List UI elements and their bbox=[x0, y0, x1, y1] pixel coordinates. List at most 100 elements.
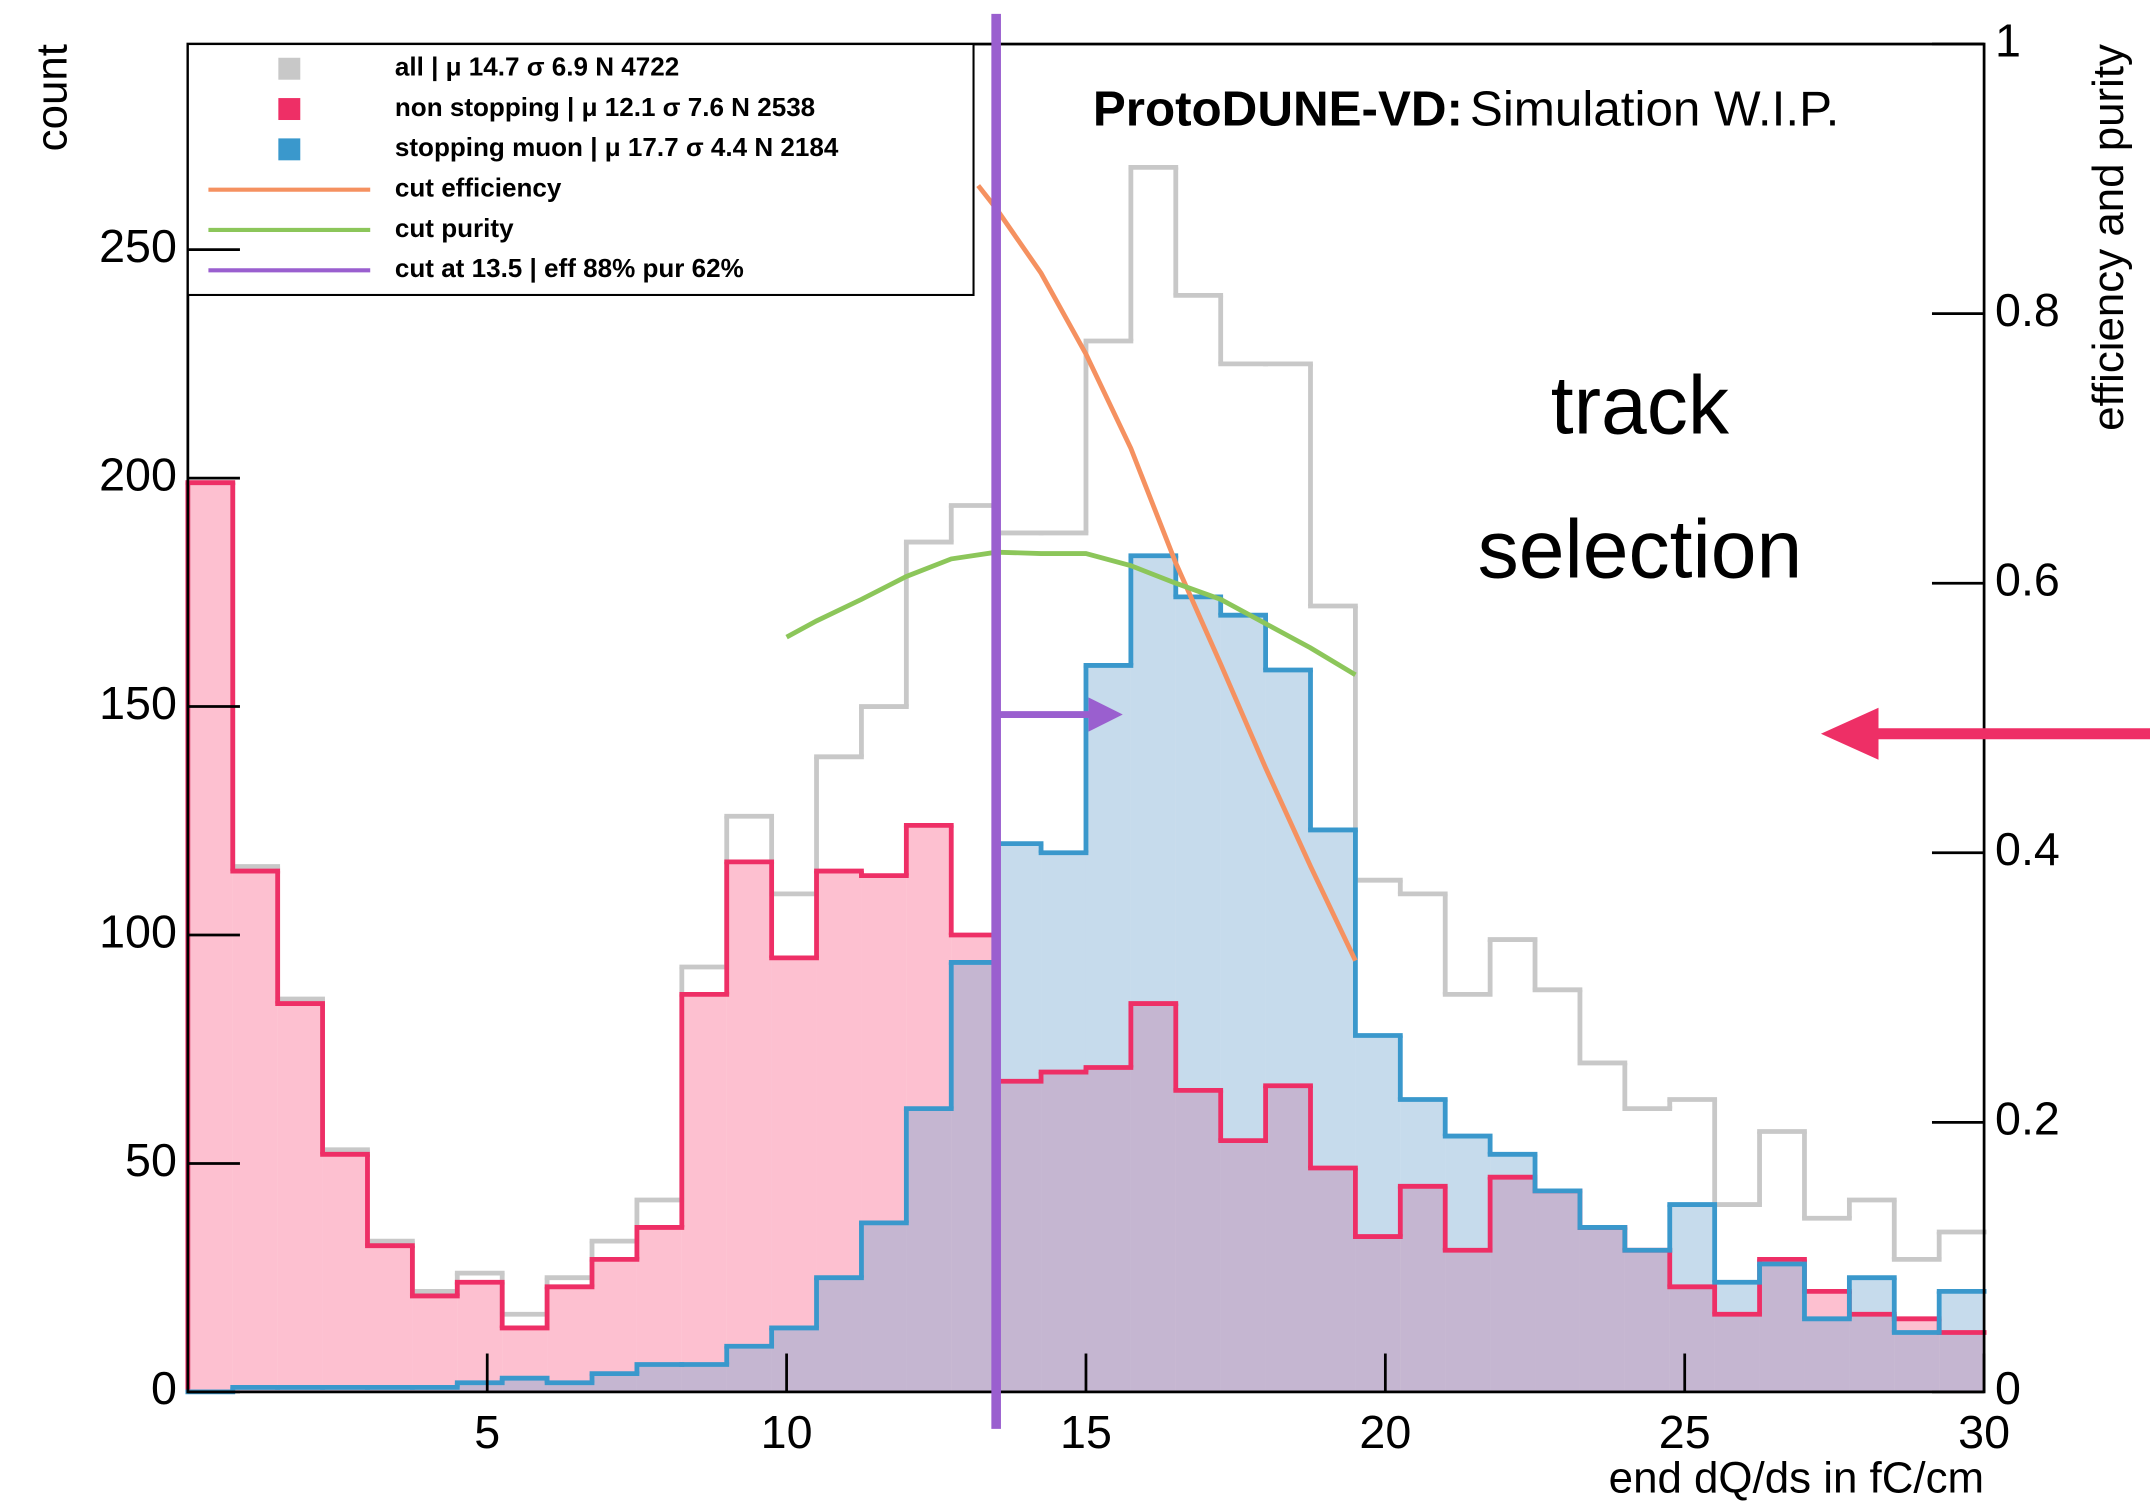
subtitle: Simulation W.I.P. bbox=[1470, 82, 1839, 137]
curve bbox=[976, 184, 1358, 962]
histogram-bin bbox=[726, 1346, 772, 1392]
histogram-bin bbox=[367, 1245, 413, 1392]
legend-swatch bbox=[278, 98, 301, 121]
y-tick-label: 200 bbox=[99, 448, 177, 500]
histogram-bin bbox=[1085, 1067, 1131, 1392]
y2-tick-label: 1 bbox=[1995, 14, 2021, 66]
y-tick-label: 0 bbox=[151, 1362, 177, 1414]
histogram-bin bbox=[1355, 1035, 1401, 1392]
histogram-bin bbox=[1400, 1099, 1446, 1392]
histogram-bin bbox=[502, 1378, 548, 1392]
histogram-bin bbox=[681, 1364, 727, 1392]
pointer-arrow-head bbox=[1820, 707, 1879, 760]
histogram-bin bbox=[1804, 1318, 1850, 1392]
x-tick-label: 20 bbox=[1359, 1406, 1411, 1458]
histogram-bin bbox=[1759, 1259, 1805, 1392]
histogram-bin bbox=[726, 861, 772, 1392]
y2-tick-label: 0.4 bbox=[1995, 823, 2060, 875]
annotation: track selection bbox=[1478, 360, 1803, 595]
histogram-bin bbox=[1310, 1168, 1356, 1392]
histogram-bin bbox=[457, 1382, 503, 1392]
curve bbox=[785, 549, 1357, 677]
y-tick-label: 50 bbox=[125, 1134, 177, 1186]
histogram-bin bbox=[1669, 1204, 1715, 1392]
y2-axis-label: efficiency and purity bbox=[2084, 44, 2133, 431]
histogram-bin bbox=[1490, 1177, 1536, 1392]
y-tick-label: 150 bbox=[99, 677, 177, 729]
histogram-bin bbox=[771, 957, 817, 1392]
y-tick-label: 100 bbox=[99, 905, 177, 957]
y-axis-label: count bbox=[27, 44, 76, 151]
histogram-bin bbox=[636, 1364, 682, 1392]
histogram-bin bbox=[1175, 1090, 1221, 1392]
histogram-bin bbox=[1624, 1250, 1670, 1392]
annotation-line: track bbox=[1551, 360, 1730, 451]
legend: all | μ 14.7 σ 6.9 N 4722 non stopping | … bbox=[208, 52, 839, 283]
histogram-bin bbox=[1400, 1186, 1446, 1392]
histogram-bin bbox=[1669, 1286, 1715, 1392]
histogram-bin bbox=[906, 1108, 952, 1392]
histogram-bin bbox=[1535, 1190, 1580, 1392]
histogram-bin bbox=[1130, 555, 1176, 1392]
histogram-bin bbox=[592, 1373, 637, 1392]
histogram-bin bbox=[1220, 1140, 1266, 1392]
legend-label: stopping muon | μ 17.7 σ 4.4 N 2184 bbox=[395, 132, 839, 162]
histogram-bin bbox=[816, 871, 862, 1392]
legend-label: all | μ 14.7 σ 6.9 N 4722 bbox=[395, 52, 679, 82]
x-tick-label: 5 bbox=[474, 1406, 500, 1458]
histogram-bin bbox=[816, 1277, 862, 1392]
title: ProtoDUNE-VD: bbox=[1093, 82, 1463, 137]
y2-tick-label: 0.2 bbox=[1995, 1093, 2060, 1145]
histogram-bin bbox=[1939, 1291, 1985, 1392]
x-axis-label: end dQ/ds in fC/cm bbox=[1609, 1454, 1984, 1503]
histogram-bin bbox=[592, 1259, 637, 1392]
histogram-bin bbox=[1310, 829, 1356, 1392]
histogram-bin bbox=[1041, 1072, 1086, 1392]
histogram-bin bbox=[412, 1295, 458, 1392]
legend-label: cut efficiency bbox=[395, 173, 562, 203]
legend-swatch bbox=[278, 138, 301, 161]
y2-tick-label: 0 bbox=[1995, 1362, 2021, 1414]
x-tick-label: 10 bbox=[761, 1406, 813, 1458]
histogram-bin bbox=[1445, 1250, 1491, 1392]
histogram-bin bbox=[1130, 1003, 1176, 1392]
histogram-bin bbox=[1085, 665, 1131, 1392]
histogram-bin bbox=[187, 482, 233, 1392]
histogram-bin bbox=[1714, 1314, 1760, 1392]
histogram-bin bbox=[771, 1327, 817, 1392]
histogram-bin bbox=[1175, 596, 1221, 1392]
y2-tick-label: 0.6 bbox=[1995, 554, 2060, 606]
histogram-bin bbox=[1849, 1314, 1895, 1392]
histogram-bin bbox=[1894, 1332, 1940, 1392]
legend-label: cut purity bbox=[395, 213, 514, 243]
histogram-bin bbox=[322, 1154, 368, 1392]
annotation-line: selection bbox=[1478, 504, 1803, 595]
histogram-bin bbox=[277, 1003, 323, 1392]
histogram-bin bbox=[681, 994, 727, 1392]
plot-area bbox=[185, 165, 1987, 1395]
legend-label: cut at 13.5 | eff 88% pur 62% bbox=[395, 253, 744, 283]
histogram-bin bbox=[502, 1327, 548, 1392]
histogram-bin bbox=[547, 1286, 593, 1392]
histogram-bin bbox=[996, 1081, 1042, 1392]
legend-box bbox=[186, 43, 975, 296]
histogram-bin bbox=[951, 935, 997, 1392]
x-tick-label: 30 bbox=[1958, 1406, 2010, 1458]
histogram-bin bbox=[1804, 1291, 1850, 1392]
histogram-bin bbox=[232, 871, 278, 1392]
histogram-bin bbox=[547, 1382, 593, 1392]
histogram-bin bbox=[1579, 1227, 1625, 1392]
histogram-bin bbox=[457, 1282, 503, 1392]
histogram-bin bbox=[861, 1222, 907, 1392]
histogram-bin bbox=[1265, 1085, 1311, 1392]
histogram-bin bbox=[1579, 1227, 1625, 1392]
y-tick-label: 250 bbox=[99, 220, 177, 272]
histogram-bin bbox=[1445, 1136, 1491, 1392]
legend-swatch bbox=[278, 57, 301, 80]
histogram-bin bbox=[1220, 615, 1266, 1392]
histogram-bin bbox=[1624, 1250, 1670, 1392]
legend-label: non stopping | μ 12.1 σ 7.6 N 2538 bbox=[395, 92, 815, 122]
x-tick-label: 25 bbox=[1659, 1406, 1711, 1458]
